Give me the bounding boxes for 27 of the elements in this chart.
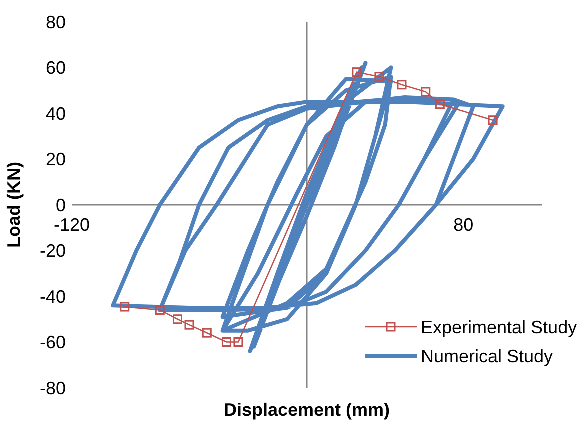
y-tick-label: -80 — [40, 378, 66, 398]
point — [202, 328, 212, 338]
x-axis-title: Displacement (mm) — [224, 400, 390, 420]
point — [120, 302, 130, 312]
point — [184, 320, 194, 330]
y-tick-label: -40 — [40, 286, 66, 307]
x-tick-label: -120 — [54, 215, 90, 235]
point — [397, 80, 407, 90]
y-axis-title: Load (KN) — [4, 162, 24, 248]
y-tick-label: 60 — [46, 58, 66, 78]
point — [488, 116, 498, 126]
point — [234, 338, 244, 347]
point — [173, 314, 182, 324]
y-tick-label: 0 — [56, 195, 66, 216]
point — [155, 305, 165, 315]
point — [435, 100, 445, 110]
point — [374, 72, 384, 82]
legend-label: Experimental Study — [421, 317, 578, 338]
point — [222, 338, 232, 347]
y-tick-label: 80 — [46, 12, 66, 32]
point — [421, 87, 431, 97]
y-tick-label: -60 — [40, 332, 66, 353]
y-tick-label: 40 — [46, 104, 66, 124]
point — [352, 68, 362, 78]
legend-label: Numerical Study — [421, 346, 554, 366]
y-tick-label: 20 — [46, 150, 66, 170]
y-tick-label: -20 — [40, 241, 66, 262]
